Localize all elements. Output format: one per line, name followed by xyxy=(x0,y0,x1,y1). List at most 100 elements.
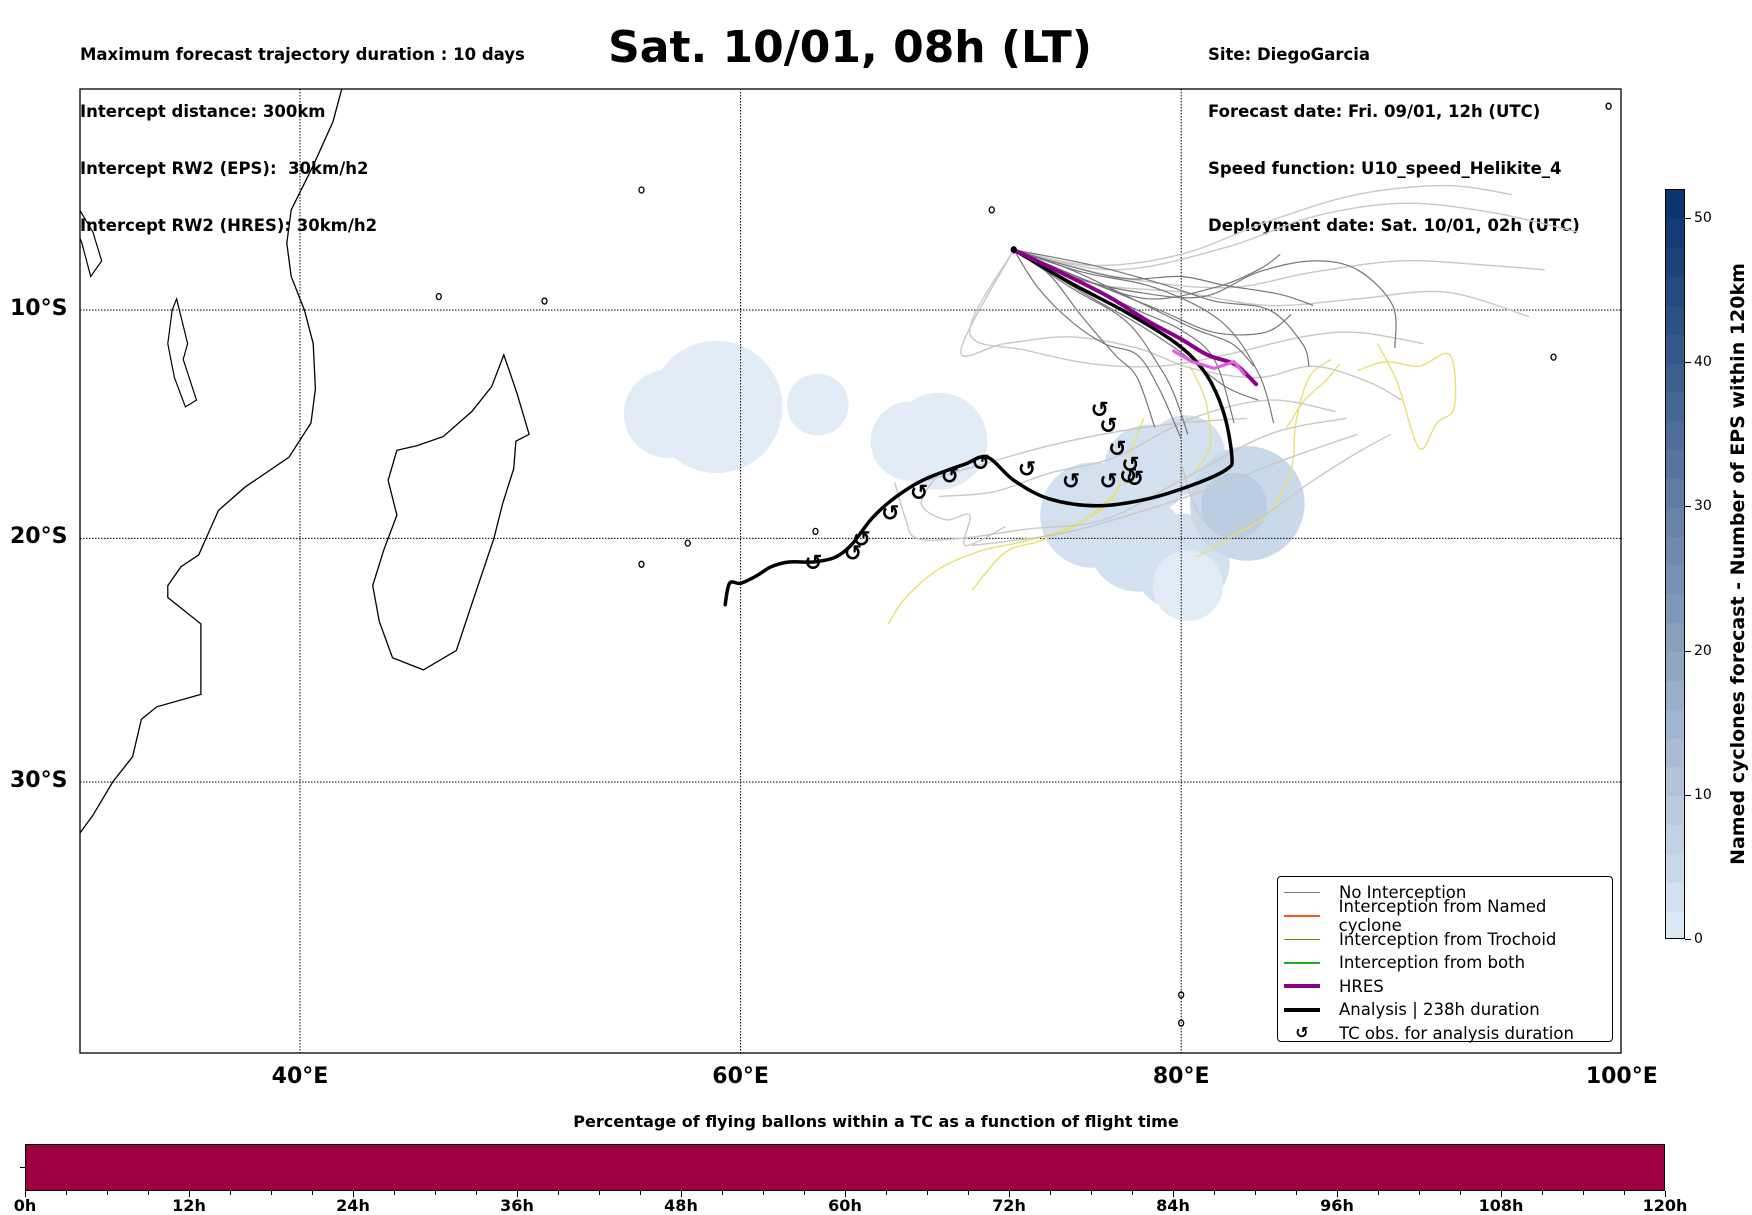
header-info-left: Maximum forecast trajectory duration : 1… xyxy=(80,7,525,254)
flight-time-tick-label: 108h xyxy=(1478,1196,1524,1215)
island-outline xyxy=(638,186,645,194)
legend-line-both xyxy=(1284,962,1320,964)
density-blob xyxy=(786,373,849,436)
flight-time-tick xyxy=(1009,1191,1010,1197)
map-legend: No Interception Interception from Named … xyxy=(1277,876,1613,1044)
island-outline xyxy=(684,539,691,547)
flight-time-tick xyxy=(1624,1191,1625,1195)
legend-swatch xyxy=(1283,891,1321,894)
colorbar-tick-label: 50 xyxy=(1694,209,1712,226)
legend-line-no-interception xyxy=(1284,891,1320,894)
flight-time-tick xyxy=(722,1191,723,1195)
flight-time-tick xyxy=(1214,1191,1215,1195)
flight-time-tick xyxy=(1665,1191,1666,1197)
lon-label: 60°E xyxy=(712,1064,769,1089)
flight-time-tick xyxy=(1296,1191,1297,1195)
flight-time-tick-label: 48h xyxy=(664,1196,698,1215)
flight-time-tick xyxy=(1132,1191,1133,1195)
cyclone-symbol-icon: ↺ xyxy=(910,481,928,506)
legend-swatch xyxy=(1283,962,1321,964)
legend-item-tc-obs: ↺ TC obs. for analysis duration xyxy=(1278,1021,1612,1044)
flight-time-tick-label: 84h xyxy=(1156,1196,1190,1215)
flight-time-tick-label: 96h xyxy=(1320,1196,1354,1215)
cyclone-symbol-icon: ↺ xyxy=(853,527,871,552)
density-blob xyxy=(1201,472,1268,539)
island-outline xyxy=(988,206,995,214)
lon-label: 100°E xyxy=(1585,1064,1658,1089)
eps-trajectory-line xyxy=(1013,249,1156,428)
flight-time-tick xyxy=(517,1191,518,1197)
island-outline xyxy=(1550,353,1557,361)
cyclone-symbol-icon: ↺ xyxy=(1018,458,1036,483)
tc-track-line xyxy=(1286,363,1341,428)
legend-item-no-interception: No Interception xyxy=(1278,881,1612,904)
flight-time-tick xyxy=(1091,1191,1092,1195)
flight-time-tick xyxy=(394,1191,395,1195)
flight-time-tick xyxy=(1542,1191,1543,1195)
flight-time-tick xyxy=(107,1191,108,1195)
legend-label: HRES xyxy=(1339,976,1384,996)
cyclone-symbol-icon: ↺ xyxy=(1090,398,1108,423)
flight-time-tick xyxy=(435,1191,436,1195)
colorbar-title: Named cyclones forecast - Number of EPS … xyxy=(1727,263,1749,865)
eps-trajectory-line xyxy=(894,417,1347,541)
eps-trajectory-line xyxy=(971,433,1358,547)
flight-time-tick xyxy=(845,1191,846,1197)
flight-time-tick xyxy=(25,1191,26,1197)
cyclone-symbol-icon: ↺ xyxy=(972,451,990,476)
legend-line-analysis xyxy=(1284,1007,1320,1012)
colorbar-segment xyxy=(1666,334,1684,364)
flight-time-tick xyxy=(927,1191,928,1195)
header-info-right: Site: DiegoGarcia Forecast date: Fri. 09… xyxy=(1208,7,1580,254)
colorbar-segment xyxy=(1666,738,1684,768)
legend-swatch xyxy=(1283,1007,1321,1012)
cyclone-symbol-icon: ↺ xyxy=(941,465,959,490)
density-blob xyxy=(870,401,950,481)
colorbar-segment xyxy=(1666,420,1684,451)
tc-track-line xyxy=(971,488,1120,591)
colorbar-segment xyxy=(1666,680,1684,710)
cyclone-symbol-icon: ↺ xyxy=(1062,469,1080,494)
density-blob xyxy=(623,369,712,458)
header-intercept-eps: Intercept RW2 (EPS): 30km/h2 xyxy=(80,159,369,178)
colorbar-tick xyxy=(1685,650,1691,652)
colorbar-segment xyxy=(1666,305,1684,335)
colorbar-tick xyxy=(1685,217,1691,219)
header-site: Site: DiegoGarcia xyxy=(1208,45,1371,64)
main-title: Sat. 10/01, 08h (LT) xyxy=(608,22,1092,73)
header-speed-function: Speed function: U10_speed_Helikite_4 xyxy=(1208,159,1562,178)
flight-time-tick xyxy=(353,1191,354,1197)
colorbar-tick xyxy=(1685,506,1691,508)
legend-item-trochoid: Interception from Trochoid xyxy=(1278,928,1612,951)
legend-item-hres: HRES xyxy=(1278,975,1612,998)
colorbar-segment xyxy=(1666,709,1684,739)
island-outline xyxy=(812,527,819,536)
cyclone-symbol-icon: ↺ xyxy=(1099,469,1117,494)
island-outline xyxy=(1605,102,1612,110)
flight-time-tick-label: 0h xyxy=(13,1196,37,1215)
header-forecast-date: Forecast date: Fri. 09/01, 12h (UTC) xyxy=(1208,102,1541,121)
flight-time-bar xyxy=(25,1144,1665,1191)
flight-time-tick-label: 60h xyxy=(828,1196,862,1215)
eps-trajectory-line xyxy=(938,399,1336,498)
legend-label: Interception from Named cyclone xyxy=(1338,897,1547,936)
island-outline xyxy=(1178,1019,1185,1027)
colorbar-segment xyxy=(1666,593,1684,624)
lon-label: 40°E xyxy=(271,1064,329,1089)
map-frame xyxy=(79,88,1622,1054)
eps-trajectory-line xyxy=(1013,249,1235,424)
legend-label: Interception from Trochoid xyxy=(1339,929,1557,949)
cyclone-symbol-icon: ↺ xyxy=(1099,414,1117,439)
tc-track-line xyxy=(1357,343,1457,450)
colorbar-segment xyxy=(1666,449,1684,479)
legend-label: TC obs. for analysis duration xyxy=(1339,1023,1574,1043)
eps-trajectory-line xyxy=(1013,249,1259,401)
colorbar-tick-label: 30 xyxy=(1694,498,1712,515)
lon-label: 80°E xyxy=(1152,1064,1210,1089)
flight-time-tick xyxy=(763,1191,764,1195)
legend-line-named-cyclone xyxy=(1283,915,1320,917)
colorbar-tick xyxy=(1685,794,1691,796)
flight-time-tick xyxy=(1583,1191,1584,1195)
legend-label: No Interception xyxy=(1339,883,1467,903)
